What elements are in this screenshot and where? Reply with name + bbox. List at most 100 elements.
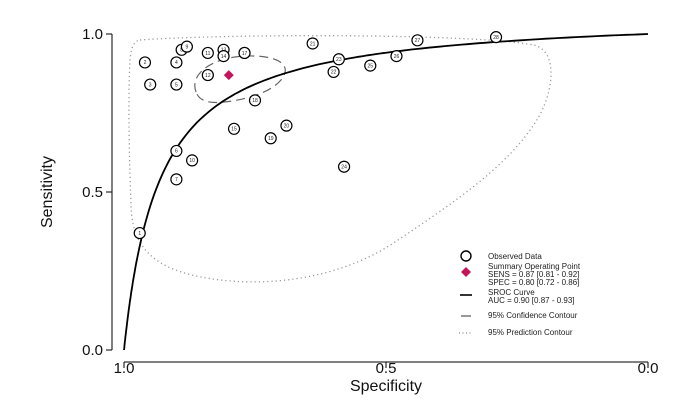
study-point: 3 — [144, 78, 157, 91]
study-point-marker — [217, 50, 230, 63]
study-point: 10 — [186, 154, 199, 167]
y-axis-title: Sensitivity — [39, 156, 56, 228]
study-point-label: 12 — [205, 73, 211, 79]
study-point: 5 — [170, 78, 183, 91]
x-tick-label-1: 0.5 — [376, 360, 397, 377]
study-point: 27 — [411, 34, 424, 47]
study-point: 17 — [238, 46, 251, 60]
study-point-label: 25 — [367, 63, 373, 69]
study-point-label: 19 — [268, 136, 274, 142]
study-point-label: 4 — [175, 60, 178, 66]
study-point: 22 — [327, 65, 340, 79]
study-point-marker — [238, 46, 251, 60]
legend-summary-spec: SPEC = 0.80 [0.72 - 0.86] — [488, 278, 579, 287]
legend: Observed Data Summary Operating Point SE… — [459, 250, 581, 337]
study-point-marker — [337, 160, 351, 173]
study-point: 25 — [364, 59, 377, 72]
study-point: 7 — [170, 173, 183, 186]
x-tick-label-2: 0.0 — [638, 360, 659, 377]
y-tick-label-0: 0.0 — [82, 342, 103, 359]
study-point-label: 7 — [175, 177, 178, 183]
study-point-label: 14 — [221, 54, 227, 60]
study-point-marker — [170, 144, 183, 158]
x-axis-title: Specificity — [350, 378, 422, 395]
study-point-marker — [138, 56, 152, 69]
study-point-label: 21 — [310, 41, 316, 47]
study-point-marker — [170, 173, 183, 186]
y-axis: 0.0 0.5 1.0 Sensitivity — [39, 26, 113, 359]
study-point-label: 8 — [180, 48, 183, 54]
study-point-marker — [332, 53, 345, 66]
study-point: 23 — [332, 53, 345, 66]
study-point-label: 15 — [231, 127, 237, 133]
study-point-label: 20 — [284, 123, 290, 129]
study-point: 1 — [133, 226, 146, 240]
study-point: 19 — [264, 132, 277, 145]
study-point: 20 — [280, 119, 293, 132]
study-point: 21 — [306, 37, 319, 50]
legend-prediction-label: 95% Prediction Contour — [488, 328, 573, 337]
study-point-label: 28 — [493, 35, 499, 41]
study-point-marker — [201, 46, 214, 60]
study-point: 11 — [201, 46, 214, 60]
study-point: 4 — [170, 56, 183, 69]
study-point-label: 23 — [336, 57, 342, 63]
study-point: 6 — [170, 144, 183, 158]
study-point-marker — [227, 122, 241, 135]
study-point-label: 26 — [394, 54, 400, 60]
study-point-marker — [201, 68, 214, 82]
study-point-marker — [248, 94, 262, 107]
study-point: 26 — [390, 50, 403, 63]
study-point-marker — [144, 78, 157, 91]
study-point-marker — [489, 31, 503, 44]
study-point-label: 6 — [175, 149, 178, 155]
study-point: 28 — [489, 31, 503, 44]
y-tick-label-2: 1.0 — [82, 26, 103, 43]
summary-operating-point — [223, 70, 234, 81]
legend-confidence-label: 95% Confidence Contour — [488, 311, 578, 320]
study-point-label: 24 — [341, 165, 347, 171]
study-point: 14 — [217, 50, 230, 63]
legend-sroc-label: SROC Curve — [488, 288, 535, 297]
confidence-contour — [194, 55, 286, 104]
study-point-marker — [364, 59, 377, 72]
study-point-marker — [411, 34, 424, 47]
study-point-label: 10 — [189, 158, 195, 164]
study-point-label: 1 — [138, 231, 141, 237]
study-point-label: 5 — [175, 82, 178, 88]
study-point-label: 27 — [415, 38, 421, 44]
study-point-marker — [390, 50, 403, 63]
study-point-label: 2 — [144, 60, 147, 66]
study-point-marker — [306, 37, 319, 50]
x-tick-label-0: 1.0 — [114, 360, 135, 377]
plot-area: 1234567891011121314151617181920212223242… — [123, 31, 649, 350]
legend-summary-symbol — [461, 267, 471, 277]
observed-data-points: 1234567891011121314151617181920212223242… — [133, 31, 503, 240]
legend-sroc-auc: AUC = 0.90 [0.87 - 0.93] — [488, 296, 575, 305]
study-point-marker — [327, 65, 340, 79]
study-point-marker — [170, 78, 183, 91]
study-point: 9 — [180, 40, 193, 53]
study-point-label: 17 — [242, 51, 248, 57]
study-point-marker — [280, 119, 293, 132]
study-point-label: 18 — [252, 98, 258, 104]
study-point-label: 22 — [331, 70, 337, 76]
study-point: 2 — [138, 56, 152, 69]
legend-summary-sens: SENS = 0.87 [0.81 - 0.92] — [488, 270, 579, 279]
study-point: 18 — [248, 94, 262, 107]
study-point-marker — [170, 56, 183, 69]
legend-summary-label: Summary Operating Point — [488, 262, 581, 271]
x-axis: 1.0 0.5 0.0 Specificity — [114, 360, 659, 395]
study-point: 15 — [227, 122, 241, 135]
study-point: 12 — [201, 68, 214, 82]
sroc-curve — [123, 33, 649, 350]
y-tick-label-1: 0.5 — [82, 184, 103, 201]
study-point-label: 3 — [149, 82, 152, 88]
study-point-marker — [180, 40, 193, 53]
study-point: 24 — [337, 160, 351, 173]
study-point-label: 9 — [185, 44, 188, 50]
study-point-marker — [264, 132, 277, 145]
study-point-label: 11 — [205, 51, 210, 57]
legend-observed-label: Observed Data — [488, 252, 542, 261]
